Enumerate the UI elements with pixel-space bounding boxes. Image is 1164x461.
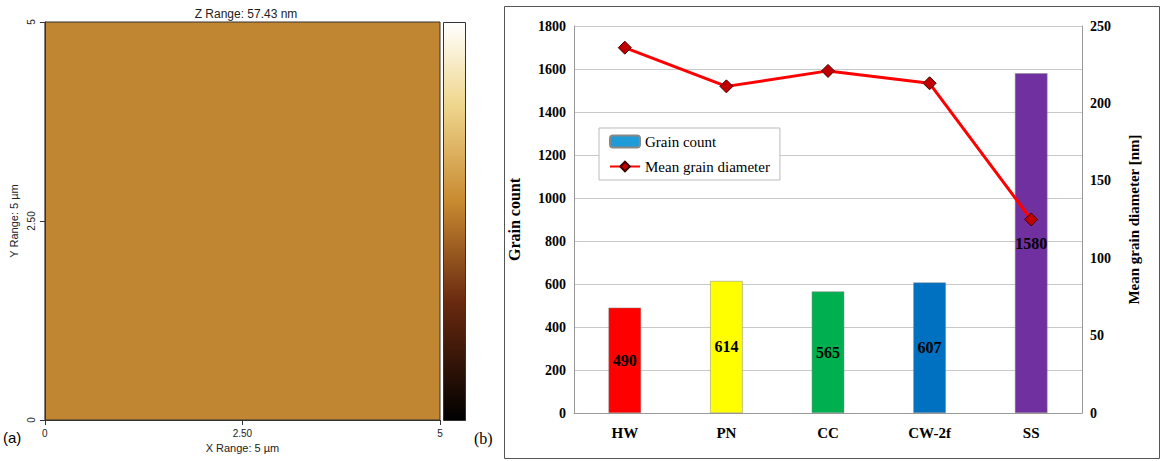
svg-text:HW: HW	[611, 425, 638, 441]
svg-text:607: 607	[918, 339, 942, 356]
svg-text:0: 0	[26, 417, 37, 423]
svg-text:200: 200	[545, 363, 566, 378]
svg-text:Grain count: Grain count	[645, 134, 717, 150]
svg-text:0: 0	[42, 428, 48, 439]
svg-text:5: 5	[26, 19, 37, 25]
svg-text:1580: 1580	[1015, 235, 1047, 252]
svg-text:1800: 1800	[538, 19, 566, 34]
svg-text:Z Range: 57.43 nm: Z Range: 57.43 nm	[195, 7, 298, 21]
svg-text:490: 490	[613, 352, 637, 369]
svg-text:CW-2f: CW-2f	[908, 425, 952, 441]
svg-text:(a): (a)	[3, 429, 21, 446]
svg-text:5: 5	[437, 428, 443, 439]
svg-text:1200: 1200	[538, 148, 566, 163]
svg-text:1400: 1400	[538, 105, 566, 120]
svg-text:Mean grain diameter [nm]: Mean grain diameter [nm]	[1126, 134, 1142, 304]
svg-text:800: 800	[545, 234, 566, 249]
svg-text:0: 0	[559, 406, 566, 421]
svg-text:1600: 1600	[538, 62, 566, 77]
svg-text:Mean grain diameter: Mean grain diameter	[645, 159, 770, 175]
svg-text:50: 50	[1090, 328, 1104, 343]
svg-text:2.50: 2.50	[26, 211, 37, 231]
svg-text:CC: CC	[817, 425, 839, 441]
svg-text:1000: 1000	[538, 191, 566, 206]
svg-text:600: 600	[545, 277, 566, 292]
svg-text:0: 0	[1090, 406, 1097, 421]
svg-text:250: 250	[1090, 19, 1111, 34]
svg-text:X Range: 5 µm: X Range: 5 µm	[206, 442, 280, 454]
svg-text:100: 100	[1090, 251, 1111, 266]
svg-text:400: 400	[545, 320, 566, 335]
svg-text:150: 150	[1090, 173, 1111, 188]
svg-text:SS: SS	[1023, 425, 1040, 441]
svg-text:565: 565	[816, 344, 840, 361]
svg-text:200: 200	[1090, 96, 1111, 111]
svg-text:PN: PN	[716, 425, 736, 441]
svg-text:2.50: 2.50	[233, 428, 253, 439]
svg-text:(b): (b)	[474, 430, 493, 448]
svg-text:Y Range: 5 µm: Y Range: 5 µm	[8, 184, 20, 257]
svg-text:614: 614	[714, 338, 738, 355]
svg-text:Grain count: Grain count	[506, 177, 523, 261]
